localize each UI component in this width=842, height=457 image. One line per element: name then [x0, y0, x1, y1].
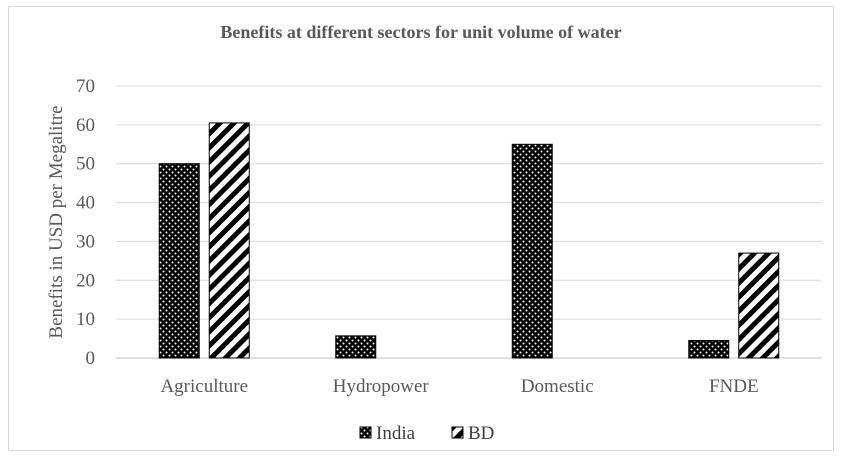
legend-label-bd: BD: [468, 423, 494, 444]
chart-title: Benefits at different sectors for unit v…: [220, 22, 622, 42]
chart-frame: [8, 6, 834, 451]
y-tick-label: 10: [76, 309, 95, 330]
bar-india-agriculture: [158, 163, 200, 359]
y-tick-label: 30: [76, 231, 95, 252]
bar-bd-fnde: [738, 252, 780, 359]
legend-swatch-india: [359, 426, 372, 439]
y-tick-label: 70: [76, 76, 95, 97]
legend-swatch-bd: [451, 426, 464, 439]
x-category-labels: Agriculture Hydropower Domestic FNDE: [160, 376, 758, 397]
y-tick-label: 20: [76, 270, 95, 291]
y-tick-label: 50: [76, 154, 95, 175]
y-tick-labels: 0 10 20 30 40 50 60 70: [76, 76, 95, 369]
x-category-label: Agriculture: [160, 376, 248, 397]
bar-india-fnde: [688, 340, 730, 359]
legend-label-india: India: [376, 423, 416, 444]
x-category-label: Hydropower: [333, 376, 430, 397]
legend: India BD: [359, 423, 494, 444]
x-category-label: Domestic: [521, 376, 594, 397]
bar-india-domestic: [511, 143, 553, 359]
y-axis-label: Benefits in USD per Megalitre: [46, 105, 67, 338]
y-tick-label: 40: [76, 193, 95, 214]
bar-india-hydropower: [335, 335, 377, 359]
y-tick-label: 0: [86, 348, 96, 369]
bars: [158, 122, 780, 359]
y-tick-label: 60: [76, 115, 95, 136]
x-category-label: FNDE: [709, 376, 759, 397]
bar-bd-agriculture: [208, 122, 250, 359]
